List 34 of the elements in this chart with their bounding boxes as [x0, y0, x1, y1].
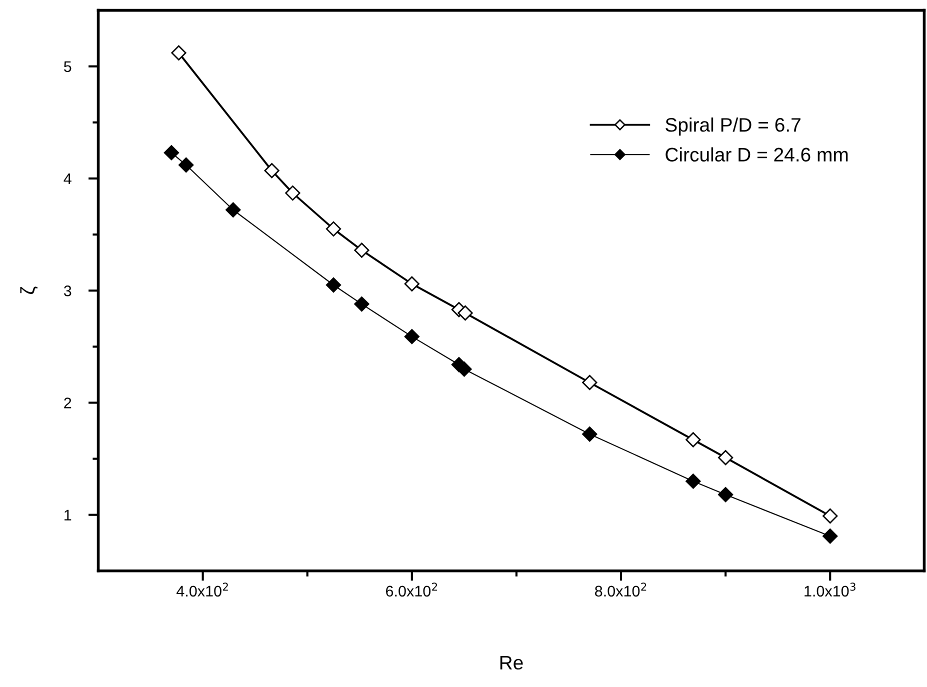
- point: [264, 163, 280, 178]
- y-tick-label: 5: [64, 61, 72, 72]
- x-axis-title: Re: [500, 656, 523, 670]
- point: [686, 474, 701, 489]
- point: [404, 329, 420, 344]
- y-tick-label: 4: [64, 174, 72, 184]
- point: [822, 528, 838, 544]
- y-tick-label: 3: [64, 285, 72, 296]
- point: [718, 450, 734, 466]
- point: [226, 202, 241, 218]
- point: [326, 221, 342, 237]
- point: [354, 242, 370, 258]
- legend-label: Spiral P/D = 6.7: [666, 118, 800, 136]
- point: [178, 157, 194, 173]
- x-tick-label: 6.0x10$^{2}$: [386, 582, 438, 597]
- point: [582, 426, 598, 442]
- point: [326, 277, 342, 293]
- point: [404, 276, 420, 292]
- point: [686, 432, 701, 448]
- point: [285, 185, 300, 201]
- point: [458, 305, 473, 321]
- x-tick-label: 4.0x10$^{2}$: [176, 582, 228, 597]
- y-tick-label: 2: [64, 398, 72, 408]
- x-tick-label: 8.0x10$^{2}$: [595, 582, 646, 597]
- point: [164, 145, 180, 160]
- point: [822, 508, 838, 524]
- y-axis-title: ζ: [20, 286, 38, 294]
- x-tick-label: 1.0x10$^{3}$: [804, 582, 856, 597]
- point: [582, 374, 598, 390]
- point: [171, 45, 186, 60]
- point: [718, 487, 734, 502]
- legend-label: Circular D = 24.6 mm: [666, 147, 848, 162]
- y-tick-label: 1: [64, 510, 72, 520]
- point: [354, 296, 370, 312]
